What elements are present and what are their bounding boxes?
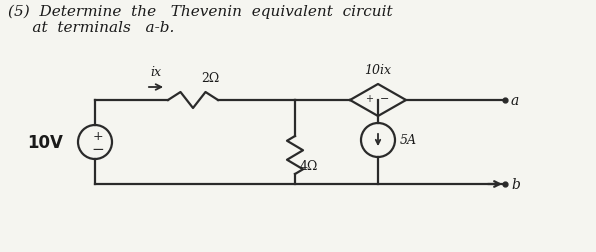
Text: 4Ω: 4Ω bbox=[300, 159, 318, 172]
Text: +: + bbox=[365, 94, 373, 104]
Text: ix: ix bbox=[151, 66, 162, 79]
Text: −: − bbox=[380, 94, 390, 104]
Text: at  terminals   a-b.: at terminals a-b. bbox=[8, 21, 175, 35]
Text: +: + bbox=[93, 129, 103, 142]
Text: 10V: 10V bbox=[27, 134, 63, 151]
Text: 10ix: 10ix bbox=[365, 64, 392, 77]
Text: a: a bbox=[511, 94, 519, 108]
Text: 2Ω: 2Ω bbox=[201, 72, 219, 85]
Text: b: b bbox=[511, 177, 520, 191]
Text: 5A: 5A bbox=[400, 134, 417, 147]
Text: (5)  Determine  the   Thevenin  equivalent  circuit: (5) Determine the Thevenin equivalent ci… bbox=[8, 5, 393, 19]
Text: −: − bbox=[92, 142, 104, 157]
